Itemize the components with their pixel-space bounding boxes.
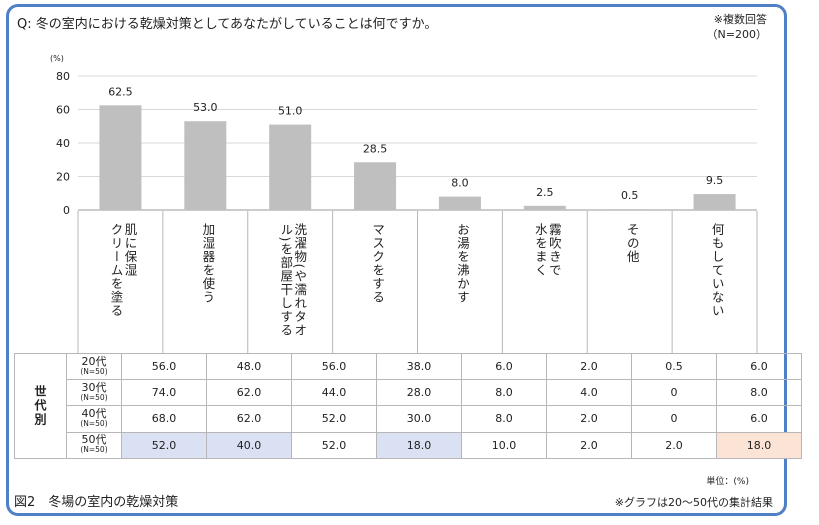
bar-value-label: 0.5: [621, 189, 639, 202]
table-cell: 52.0: [121, 431, 207, 459]
bar: [693, 194, 736, 210]
table-cell: 8.0: [716, 379, 802, 407]
x-tick-label: 何もしていない: [709, 223, 725, 318]
note-line-2: （N=200）: [706, 28, 767, 41]
table-cell: 2.0: [631, 431, 717, 459]
row-header: 40代 (N=50): [66, 405, 122, 433]
table-cell: 4.0: [546, 379, 632, 407]
age-label: 40代: [81, 406, 107, 420]
table-cell: 38.0: [376, 352, 462, 381]
bar-value-label: 53.0: [193, 101, 218, 114]
x-tick-label: 加湿器を使う: [200, 223, 216, 304]
table-cell: 62.0: [206, 405, 292, 433]
bar: [523, 205, 566, 210]
x-tick-label: 霧吹きで 水をまく: [532, 223, 562, 277]
table-cell: 2.0: [546, 352, 632, 381]
table-unit-label: 単位：(%): [706, 477, 749, 487]
bar: [184, 121, 227, 210]
sample-size: (N=50): [80, 445, 108, 455]
table-row: 40代 (N=50) 68.0 62.0 52.0 30.0 8.0 2.0 0 6.0: [15, 405, 802, 433]
bar-value-label: 2.5: [536, 186, 554, 199]
table-cell: 8.0: [461, 379, 547, 407]
bar-value-label: 9.5: [706, 174, 724, 187]
y-tick-label: 40: [56, 137, 70, 150]
table-cell: 10.0: [461, 431, 547, 459]
table-row: 世代別 20代 (N=50) 56.0 48.0 56.0 38.0 6.0 2.0 0.5 6.0: [14, 352, 802, 459]
question-title: Q: 冬の室内における乾燥対策としてあなたがしていることは何ですか。: [17, 17, 438, 32]
table-cell: 56.0: [121, 352, 207, 381]
bar: [99, 105, 142, 210]
figure-caption: 図2 冬場の室内の乾燥対策: [14, 495, 179, 510]
y-axis-unit: (%): [50, 54, 64, 63]
table-cell: 30.0: [376, 405, 462, 433]
x-tick-label: マスクをする: [370, 223, 386, 304]
table-cell: 52.0: [291, 405, 377, 433]
bar-value-label: 8.0: [451, 177, 469, 190]
y-tick-label: 20: [56, 171, 70, 184]
bar: [354, 162, 397, 210]
table-cell: 6.0: [716, 405, 802, 433]
table-cell: 18.0: [376, 431, 462, 459]
bar: [438, 196, 481, 210]
bar: [608, 209, 651, 210]
table-cell: 0.5: [631, 352, 717, 381]
table-cell: 74.0: [121, 379, 207, 407]
table-cell: 6.0: [716, 352, 802, 381]
table-cell: 0: [631, 379, 717, 407]
x-tick-label: 肌に保湿 クリームを塗る: [108, 223, 138, 318]
age-label: 20代: [81, 354, 107, 368]
age-label: 30代: [81, 380, 107, 394]
figure-frame: [6, 4, 787, 516]
group-label: 世代別: [14, 353, 67, 459]
bar-value-label: 51.0: [278, 105, 303, 118]
sample-size: (N=50): [80, 392, 108, 402]
row-header: 30代 (N=50): [66, 379, 122, 407]
table-cell: 44.0: [291, 379, 377, 407]
table-cell: 68.0: [121, 405, 207, 433]
table-row: 50代 (N=50) 52.0 40.0 52.0 18.0 10.0 2.0 2.0 18.0: [15, 431, 802, 459]
note-line-1: ※複数回答: [713, 13, 767, 26]
x-tick-label: お湯を沸かす: [454, 223, 470, 304]
row-header: 50代 (N=50): [66, 431, 122, 459]
y-tick-label: 80: [56, 70, 70, 83]
table-cell: 28.0: [376, 379, 462, 407]
table-cell: 8.0: [461, 405, 547, 433]
bar-value-label: 62.5: [108, 85, 133, 98]
table-cell: 2.0: [546, 405, 632, 433]
generation-table: 世代別 20代 (N=50) 56.0 48.0 56.0 38.0 6.0 2.0 0.5 6.0…: [14, 352, 802, 459]
sample-size: (N=50): [80, 366, 108, 376]
x-tick-label: 洗濯物(や濡れタオ ル)を部屋干しする: [278, 223, 308, 337]
y-tick-label: 60: [56, 104, 70, 117]
multiple-answer-note: ※複数回答 （N=200）: [707, 12, 767, 42]
figure-footnote: ※グラフは20～50代の集計結果: [614, 496, 773, 509]
table-cell: 62.0: [206, 379, 292, 407]
table-cell: 56.0: [291, 352, 377, 381]
table-cell: 52.0: [291, 431, 377, 459]
table-cell: 6.0: [461, 352, 547, 381]
table-cell: 0: [631, 405, 717, 433]
bar-value-label: 28.5: [363, 142, 388, 155]
table-cell: 18.0: [716, 431, 802, 459]
table-cell: 40.0: [206, 431, 292, 459]
row-header: 20代 (N=50): [66, 352, 122, 381]
y-tick-label: 0: [63, 204, 70, 217]
sample-size: (N=50): [80, 418, 108, 428]
table-cell: 2.0: [546, 431, 632, 459]
table-row: 30代 (N=50) 74.0 62.0 44.0 28.0 8.0 4.0 0 8.0: [15, 379, 802, 407]
bar: [269, 124, 312, 210]
table-cell: 48.0: [206, 352, 292, 381]
age-label: 50代: [81, 433, 107, 447]
x-tick-label: その他: [624, 223, 640, 264]
